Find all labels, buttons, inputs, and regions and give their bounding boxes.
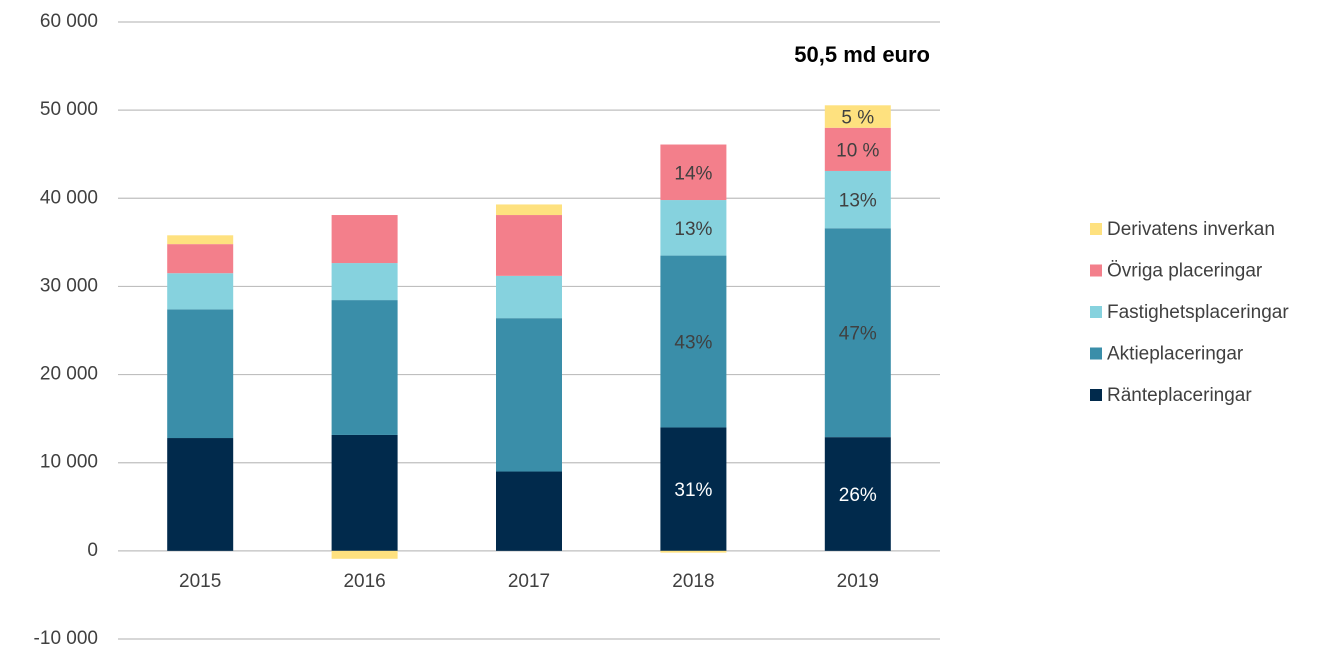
bar-segment: [167, 438, 234, 551]
bar-segment: [331, 300, 398, 435]
share-label: 5 %: [841, 108, 874, 129]
y-tick-label: -10 000: [34, 628, 98, 647]
share-label: 13%: [674, 219, 712, 240]
bar-segment: [167, 235, 234, 245]
bar-segment: [496, 318, 562, 472]
y-tick-label: 30 000: [40, 275, 98, 296]
bar-segment: [331, 434, 398, 551]
x-tick-label: 2017: [508, 571, 550, 592]
bar-segment: [824, 105, 891, 128]
share-label: 10 %: [836, 140, 879, 161]
x-tick-label: 2015: [179, 571, 221, 592]
share-label: 13%: [839, 191, 877, 212]
bar-segment: [331, 263, 398, 301]
y-tick-label: 20 000: [40, 364, 98, 385]
bar-segment: [824, 437, 891, 551]
x-tick-label: 2018: [672, 571, 714, 592]
share-label: 31%: [674, 480, 712, 501]
y-tick-label: 50 000: [40, 99, 98, 120]
bar-segment: [167, 273, 234, 310]
legend-label: Aktieplaceringar: [1107, 344, 1244, 365]
share-label: 26%: [839, 485, 877, 506]
bar-segment: [660, 255, 727, 428]
bar-segment: [660, 144, 727, 201]
bar-segment: [824, 127, 891, 171]
bar-segment: [496, 471, 562, 551]
bar-segment: [496, 215, 562, 276]
share-label: 43%: [674, 333, 712, 354]
bar-segment: [660, 550, 727, 553]
x-tick-label: 2019: [837, 571, 879, 592]
annotation: 50,5 md euro: [794, 42, 930, 67]
bar-segment: [824, 170, 891, 229]
bar-segment: [167, 244, 234, 274]
legend-label: Övriga placeringar: [1107, 261, 1263, 282]
bar-segment: [167, 309, 234, 439]
bar-segment: [496, 204, 562, 216]
legend-label: Fastighetsplaceringar: [1107, 302, 1289, 323]
y-tick-label: 0: [87, 540, 98, 561]
legend-swatch: [1090, 347, 1102, 360]
x-tick-label: 2016: [343, 571, 385, 592]
legend-label: Ränteplaceringar: [1107, 385, 1252, 406]
legend-swatch: [1090, 389, 1102, 401]
y-tick-label: 60 000: [40, 11, 98, 32]
bar-segment: [331, 550, 398, 559]
share-label: 14%: [674, 163, 712, 184]
bar-segment: [331, 215, 398, 264]
bar-segment: [660, 427, 727, 551]
legend-swatch: [1090, 306, 1102, 318]
bar-segment: [660, 200, 727, 256]
legend-swatch: [1090, 264, 1102, 277]
legend-label: Derivatens inverkan: [1107, 219, 1275, 240]
y-tick-label: 40 000: [40, 187, 98, 208]
bar-segment: [824, 228, 891, 438]
share-label: 47%: [839, 324, 877, 345]
legend-swatch: [1090, 223, 1102, 235]
bar-segment: [496, 275, 562, 319]
y-tick-label: 10 000: [40, 452, 98, 473]
